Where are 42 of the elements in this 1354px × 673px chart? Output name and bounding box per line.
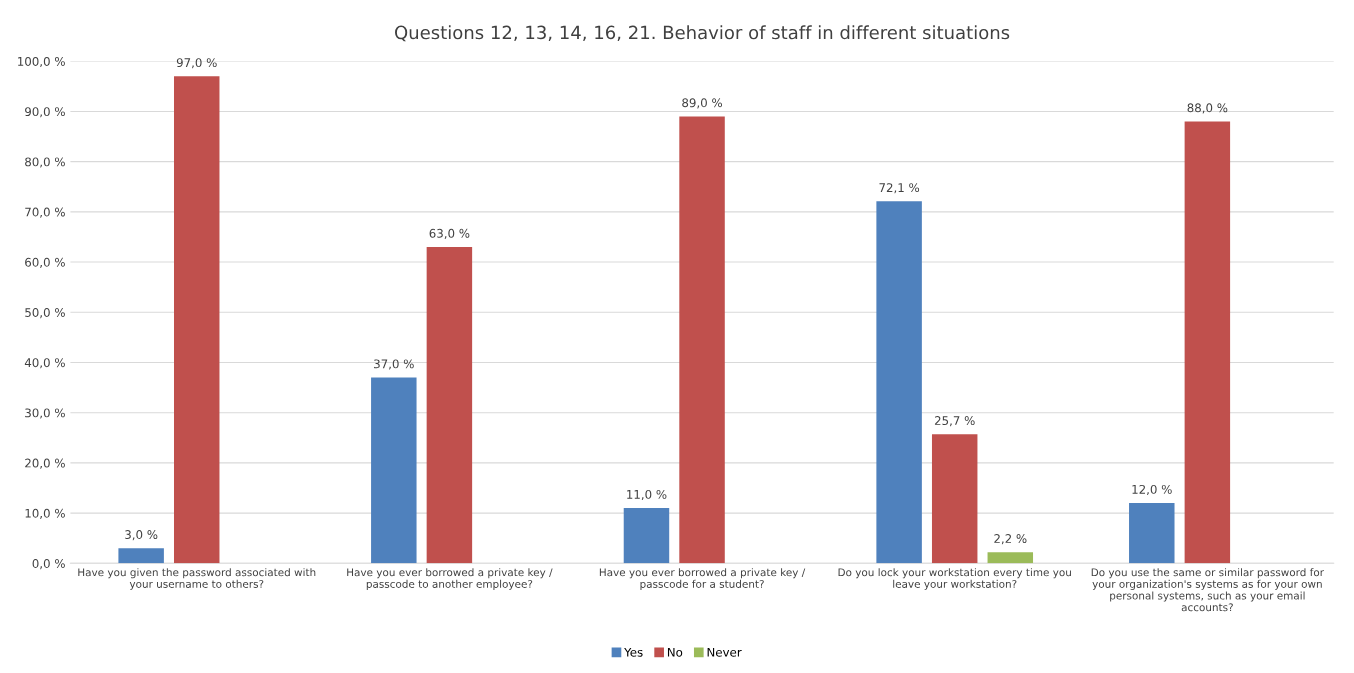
y-tick-label: 90,0 %: [25, 107, 65, 118]
y-tick-label: 20,0 %: [25, 458, 65, 469]
y-tick-label: 50,0 %: [25, 308, 65, 319]
bar: [876, 201, 922, 564]
y-tick-label: 60,0 %: [25, 257, 65, 268]
y-tick-label: 10,0 %: [25, 508, 65, 519]
data-label: 63,0 %: [429, 228, 470, 239]
bar: [987, 552, 1034, 564]
bar: [426, 247, 473, 564]
bar: [118, 548, 164, 564]
data-label: 88,0 %: [1187, 103, 1228, 114]
x-tick-label: Do you use the same or similar password for your organization's systems as for your own personal systems, such as your email accounts?: [1091, 568, 1324, 612]
data-label: 2,2 %: [994, 534, 1027, 545]
bar: [371, 377, 417, 564]
bar: [623, 508, 670, 564]
bar: [174, 76, 220, 564]
data-label: 11,0 %: [627, 489, 667, 501]
data-label: 12,0 %: [1132, 484, 1172, 496]
x-tick-label: Do you lock your workstation every time you leave your workstation?: [838, 568, 1071, 590]
data-label: 3,0 %: [125, 530, 158, 541]
data-label: 37,0 %: [374, 359, 414, 370]
chart-title: Questions 12, 13, 14, 16, 21. Behavior of staff in different situations: [395, 25, 1010, 42]
data-label: 89,0 %: [682, 98, 723, 109]
legend-label: Yes: [624, 647, 643, 657]
legend-label: Never: [707, 647, 742, 657]
x-tick-label: Have you ever borrowed a private key / passcode to another employee?: [347, 568, 553, 590]
y-tick-label: 30,0 %: [25, 408, 65, 419]
y-tick-label: 70,0 %: [25, 207, 65, 218]
data-label: 25,7 %: [934, 416, 975, 427]
data-label: 72,1 %: [879, 183, 920, 194]
data-label: 97,0 %: [176, 58, 217, 69]
bar: [1184, 121, 1231, 564]
x-tick-label: Have you ever borrowed a private key / passcode for a student?: [599, 568, 806, 590]
y-tick-label: 100,0 %: [18, 56, 65, 68]
x-tick-label: Have you given the password associated with your username to others?: [78, 568, 316, 590]
y-tick-label: 40,0 %: [24, 358, 65, 369]
bar: [1129, 503, 1175, 564]
y-tick-label: 80,0 %: [25, 157, 65, 168]
bar: [931, 434, 978, 564]
legend-label: No: [667, 647, 683, 657]
bar: [679, 116, 725, 564]
y-tick-label: 0,0 %: [32, 559, 65, 570]
